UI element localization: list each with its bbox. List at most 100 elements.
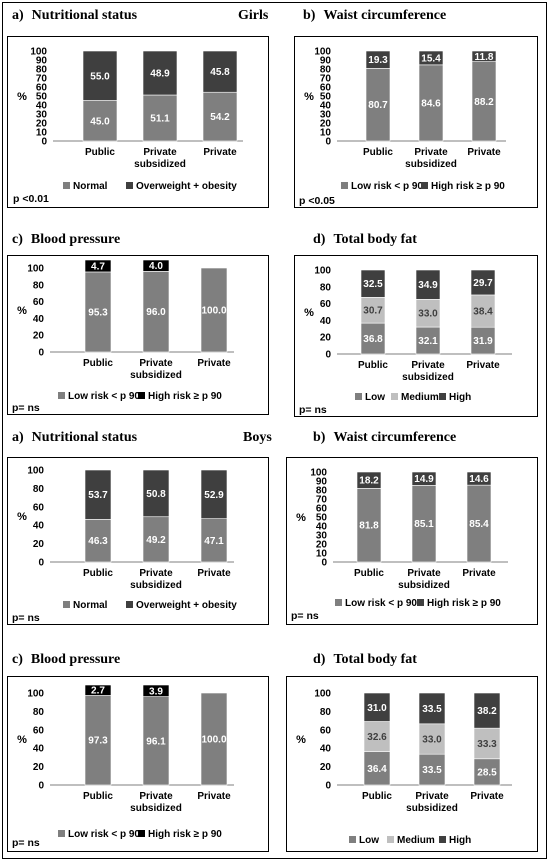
data-label: 33.5 (422, 765, 442, 776)
bar-segment-low-risk-p-90 (356, 488, 382, 563)
y-tick-label: 100 (27, 264, 44, 275)
bar-segment-normal (142, 94, 178, 142)
data-label: 33.5 (422, 704, 442, 715)
bar-segment-normal (82, 100, 118, 142)
bar-segment-low-risk-p-90 (142, 271, 170, 353)
x-tick-label: subsidized (134, 159, 186, 170)
y-tick-label: 30 (316, 531, 328, 542)
legend-swatch (58, 392, 65, 399)
x-tick-label: Private (139, 568, 173, 579)
legend-swatch (126, 601, 133, 608)
y-tick-label: 100 (314, 47, 331, 58)
legend-swatch (138, 830, 145, 837)
bar-segment-medium (470, 294, 496, 328)
legend-entry: Medium (401, 392, 439, 403)
chart-girls-waist-circumference: % 0 10 20 30 40 50 60 70 80 90 100 80.7 19.3 Public 84.… (294, 36, 538, 208)
legend-entry: Normal (73, 600, 108, 611)
data-label: 80.7 (368, 100, 388, 111)
y-axis-label: % (17, 305, 27, 317)
data-label: 48.9 (150, 69, 170, 80)
chart-boys-waist-circumference: % 0 10 20 30 40 50 60 70 80 90 100 81.8 18.2 Public 85.… (286, 457, 538, 625)
x-tick-label: Private (197, 568, 231, 579)
y-tick-label: 80 (33, 280, 45, 291)
data-label: 84.6 (421, 98, 441, 109)
y-axis-label: % (304, 307, 314, 319)
y-tick-label: 70 (36, 74, 48, 85)
x-tick-label: subsidized (130, 370, 182, 381)
x-tick-label: subsidized (130, 803, 182, 814)
y-tick-label: 80 (33, 707, 45, 718)
y-tick-label: 100 (314, 689, 331, 700)
data-label: 31.9 (473, 336, 493, 347)
p-value: p= ns (12, 837, 40, 849)
data-label: 96.1 (146, 736, 166, 747)
x-tick-label: Private (470, 791, 504, 802)
data-label: 100.0 (201, 306, 226, 317)
panel-title-girls-d: d) Total body fat (313, 232, 417, 248)
y-tick-label: 60 (316, 504, 328, 515)
legend-entry: High (449, 392, 471, 403)
legend-swatch (335, 599, 342, 606)
x-tick-label: Public (363, 147, 393, 158)
y-tick-label: 80 (316, 486, 328, 497)
data-label: 28.5 (477, 767, 497, 778)
y-tick-label: 100 (27, 689, 44, 700)
panel-letter: b) (303, 8, 316, 23)
y-tick-label: 60 (33, 297, 45, 308)
y-tick-label: 70 (320, 74, 332, 85)
x-tick-label: Private (197, 358, 231, 369)
data-label: 96.0 (146, 307, 166, 318)
x-tick-label: Private (467, 147, 501, 158)
legend-entry: High (449, 835, 471, 846)
y-tick-label: 20 (316, 540, 328, 551)
legend-entry: Medium (397, 835, 435, 846)
legend-swatch (63, 601, 70, 608)
y-tick-label: 50 (316, 513, 328, 524)
y-axis-label: % (296, 734, 306, 746)
panel-title-boys-a: a) Nutritional status (12, 430, 137, 446)
bar-segment-low (360, 322, 386, 355)
legend-entry: Low (359, 835, 379, 846)
data-label: 19.3 (368, 55, 388, 66)
y-tick-label: 50 (320, 92, 332, 103)
y-tick-label: 100 (310, 468, 327, 479)
y-tick-label: 0 (38, 558, 44, 569)
data-label: 31.0 (367, 703, 387, 714)
bar-segment-low (363, 751, 391, 786)
panel-title-text: Waist circumference (333, 430, 457, 445)
panel-title-boys-d: d) Total body fat (313, 652, 417, 668)
legend-swatch (391, 393, 398, 400)
bar-segment-low-risk-p-90 (418, 64, 444, 142)
legend-entry: Normal (73, 181, 108, 192)
bar-segment-normal (202, 91, 238, 142)
panel-title-girls-b: b) Waist circumference (303, 8, 446, 24)
data-label: 36.8 (363, 334, 383, 345)
x-tick-label: Public (83, 568, 113, 579)
bar-segment-overweight-obesity (82, 50, 118, 101)
data-label: 81.8 (359, 521, 379, 532)
bar-segment-high (418, 692, 446, 725)
data-label: 2.7 (91, 686, 105, 697)
panel-title-girls-a: a) Nutritional status (12, 8, 137, 24)
data-label: 14.6 (469, 474, 489, 485)
legend-entry: Overweight + obesity (136, 600, 237, 611)
bar-segment-normal (142, 516, 170, 563)
bar-segment-overweight-obesity (200, 469, 228, 519)
p-value: p= ns (12, 402, 40, 414)
y-axis-label: % (17, 91, 27, 103)
legend-swatch (355, 393, 362, 400)
y-tick-label: 60 (320, 83, 332, 94)
legend-entry: High risk ≥ p 90 (427, 598, 501, 609)
bar-segment-overweight-obesity (142, 50, 178, 96)
data-label: 11.8 (475, 52, 494, 63)
chart-girls-blood-pressure: % 0 20 40 60 80 100 95.3 4.7 Public 96.0 4.0 Private… (7, 255, 269, 415)
x-tick-label: Private (411, 360, 445, 371)
x-tick-label: subsidized (405, 159, 457, 170)
legend-swatch (126, 182, 133, 189)
legend-swatch (138, 392, 145, 399)
panel-title-text: Total body fat (333, 232, 417, 247)
data-label: 95.3 (88, 307, 108, 318)
panel-letter: a) (12, 430, 24, 445)
